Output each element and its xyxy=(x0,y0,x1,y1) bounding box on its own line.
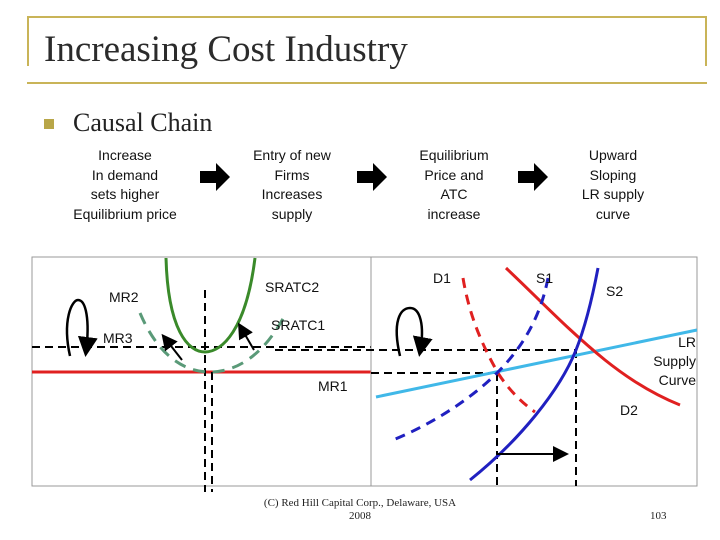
s-shift-curve xyxy=(392,277,550,442)
bullet-text: Causal Chain xyxy=(73,108,213,137)
title-frame-right xyxy=(705,16,707,66)
chain-step-1-line: In demand xyxy=(91,166,159,183)
mr3-label: MR3 xyxy=(103,330,133,346)
chain-step-2-line: Firms xyxy=(274,166,310,183)
mr1-label: MR1 xyxy=(318,378,348,394)
chain-step-4-line: curve xyxy=(595,205,631,222)
sratc2-label: SRATC2 xyxy=(265,279,319,295)
s1-label: S1 xyxy=(536,270,553,286)
title-frame-left xyxy=(27,16,29,66)
title-underline xyxy=(27,82,707,84)
firm-graph: MR2 MR3 MR1 SRATC2 SRATC1 xyxy=(31,256,372,492)
loop-arrow-icon xyxy=(395,306,433,357)
footer: (C) Red Hill Capital Corp., Delaware, US… xyxy=(240,497,480,523)
sratc1-label: SRATC1 xyxy=(271,317,325,333)
chain-step-2-line: Entry of new xyxy=(253,147,331,163)
industry-graph-border xyxy=(370,256,698,487)
chain-step-2: Entry of new Firms Increases supply xyxy=(217,146,367,224)
slide-title: Increasing Cost Industry xyxy=(44,29,408,70)
lr-supply-curve xyxy=(375,328,698,399)
chain-step-4-line: Sloping xyxy=(589,166,637,183)
d1-curve xyxy=(461,277,536,414)
d2-label: D2 xyxy=(620,402,638,418)
d2-curve xyxy=(469,267,600,482)
chain-step-4-line: Upward xyxy=(588,147,638,163)
chain-step-4: Upward Sloping LR supply curve xyxy=(538,146,688,224)
bullet-square-icon xyxy=(44,119,54,129)
chain-arrow-1 xyxy=(200,163,230,191)
mr2-label: MR2 xyxy=(109,289,139,305)
title-frame-top xyxy=(27,16,707,18)
footer-year: 2008 xyxy=(349,510,371,522)
lr-supply-label-line: Curve xyxy=(659,372,697,388)
chain-arrow-3 xyxy=(518,163,548,191)
page-number: 103 xyxy=(650,510,667,522)
sratc1-curve xyxy=(138,312,288,374)
d1-label: D1 xyxy=(433,270,451,286)
sratc2-curve xyxy=(164,257,257,354)
chain-step-2-line: supply xyxy=(271,205,313,222)
chain-step-2-line: Increases xyxy=(261,186,323,202)
chain-step-3-line: Equilibrium xyxy=(419,147,489,163)
loop-arrow-icon xyxy=(65,298,98,357)
chain-step-3-line: ATC xyxy=(440,186,468,202)
footer-copyright: (C) Red Hill Capital Corp., Delaware, US… xyxy=(263,497,457,509)
lr-supply-label-line: Supply xyxy=(653,353,696,369)
shift-arrow-icon xyxy=(161,333,183,361)
chain-step-3: Equilibrium Price and ATC increase xyxy=(379,146,529,224)
chain-arrow-2 xyxy=(357,163,387,191)
shift-arrow-icon xyxy=(237,322,255,351)
chain-step-1-line: Equilibrium price xyxy=(73,205,177,222)
s2-label: S2 xyxy=(606,283,623,299)
chain-step-4-line: LR supply xyxy=(581,186,645,202)
s1-curve xyxy=(504,266,681,407)
chain-step-1-line: sets higher xyxy=(90,186,160,202)
chain-step-1: Increase In demand sets higher Equilibri… xyxy=(50,146,200,224)
lr-supply-label-line: LR xyxy=(678,334,696,350)
chain-step-3-line: increase xyxy=(427,205,481,222)
chain-step-1-line: Increase xyxy=(98,147,152,163)
chain-step-3-line: Price and xyxy=(424,166,484,183)
industry-graph: D1 S1 S2 D2 LR Supply Curve xyxy=(275,256,698,487)
